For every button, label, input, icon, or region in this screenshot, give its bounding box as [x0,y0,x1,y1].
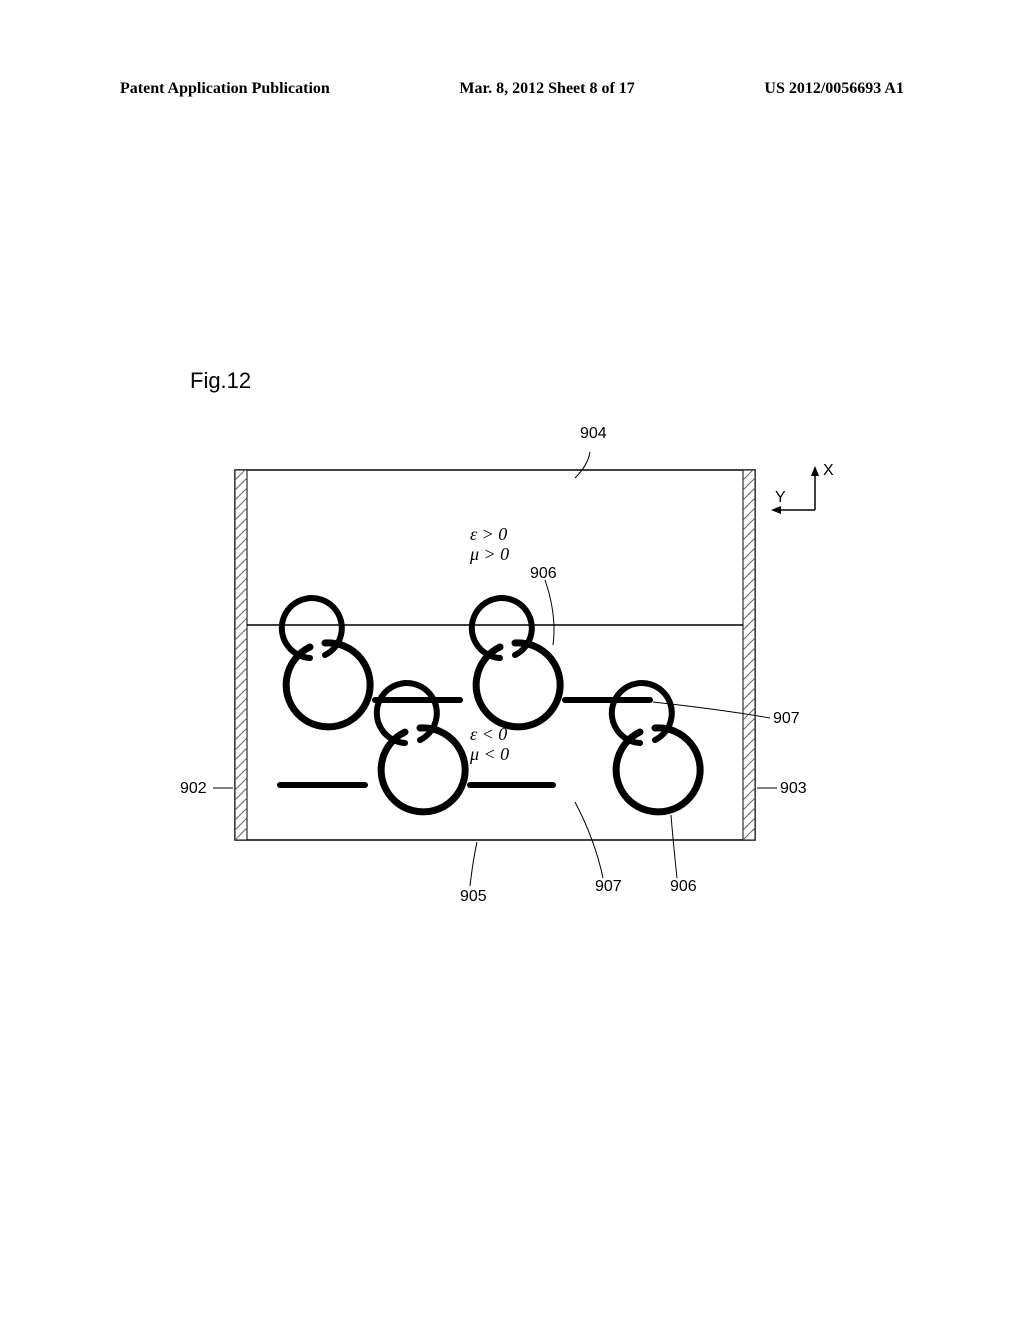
callout-904: 904 [580,425,607,443]
split-ring-2 [472,598,560,727]
leader-905 [470,842,477,886]
leader-906-bottom [671,815,677,878]
left-wall [225,450,255,850]
callout-907-bottom: 907 [595,878,622,896]
lower-epsilon-label: ε < 0 [470,724,507,744]
diagram-container: ε > 0 μ > 0 ε < 0 μ < 0 X Y 904 906 907 … [195,440,775,860]
header-right: US 2012/0056693 A1 [764,80,904,98]
callout-902: 902 [180,780,207,798]
header-center: Mar. 8, 2012 Sheet 8 of 17 [459,80,634,98]
leader-904 [575,452,590,478]
figure-label: Fig.12 [190,368,251,394]
callout-906-bottom: 906 [670,878,697,896]
upper-mu-label: μ > 0 [469,544,509,564]
callout-907-right: 907 [773,710,800,728]
leader-906-top [545,580,554,645]
callout-906-top: 906 [530,565,557,583]
svg-text:Y: Y [775,489,786,506]
callout-905: 905 [460,888,487,906]
callout-903: 903 [780,780,807,798]
svg-text:X: X [823,462,834,479]
page-header: Patent Application Publication Mar. 8, 2… [120,80,904,98]
diagram-svg: ε > 0 μ > 0 ε < 0 μ < 0 X Y [195,440,845,920]
right-wall [733,450,763,850]
coord-axes: X Y [771,462,834,514]
lower-mu-label: μ < 0 [469,744,509,764]
split-ring-1 [282,598,370,727]
header-left: Patent Application Publication [120,80,330,98]
upper-epsilon-label: ε > 0 [470,524,507,544]
